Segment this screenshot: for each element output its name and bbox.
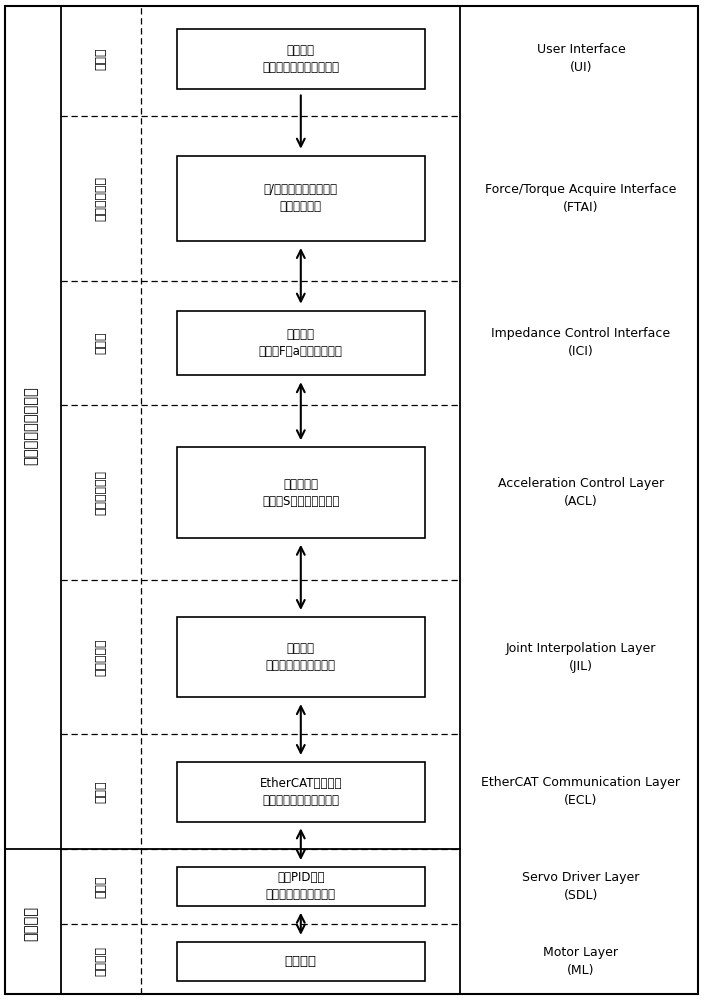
Text: 力/力矩信号采集和处理
（重力补偿）: 力/力矩信号采集和处理 （重力补偿） bbox=[264, 183, 338, 213]
Text: 开放式机器人控制器: 开放式机器人控制器 bbox=[23, 386, 39, 465]
Text: 伺服系统: 伺服系统 bbox=[23, 906, 39, 941]
Text: 伺服电机: 伺服电机 bbox=[95, 946, 108, 976]
Text: 加速度控制层: 加速度控制层 bbox=[95, 470, 108, 515]
Text: 阻抗层: 阻抗层 bbox=[95, 332, 108, 354]
Text: 伺服层: 伺服层 bbox=[95, 875, 108, 898]
Text: 伺服电机: 伺服电机 bbox=[285, 955, 316, 968]
Text: Servo Driver Layer
(SDL): Servo Driver Layer (SDL) bbox=[523, 871, 639, 902]
Text: EtherCAT总线通讯
（关节角度转为脉冲量）: EtherCAT总线通讯 （关节角度转为脉冲量） bbox=[260, 777, 342, 807]
Text: 通讯层: 通讯层 bbox=[95, 780, 108, 803]
Bar bbox=[176, 156, 425, 241]
Bar bbox=[176, 617, 425, 697]
Text: 加速度控制
（变形S型加速度曲线）: 加速度控制 （变形S型加速度曲线） bbox=[262, 478, 339, 508]
Text: Acceleration Control Layer
(ACL): Acceleration Control Layer (ACL) bbox=[498, 477, 664, 508]
Text: 用户接口
（机器人柔性参数设置）: 用户接口 （机器人柔性参数设置） bbox=[262, 44, 339, 74]
Text: 力信号采集层: 力信号采集层 bbox=[95, 176, 108, 221]
Text: 关节插补层: 关节插补层 bbox=[95, 638, 108, 676]
Text: Impedance Control Interface
(ICI): Impedance Control Interface (ICI) bbox=[491, 327, 670, 358]
Bar bbox=[176, 29, 425, 89]
Text: User Interface
(UI): User Interface (UI) bbox=[537, 43, 625, 74]
Text: 用户层: 用户层 bbox=[95, 47, 108, 70]
Text: 关节插补
（等时插补同步控制）: 关节插补 （等时插补同步控制） bbox=[266, 642, 336, 672]
Bar bbox=[176, 311, 425, 375]
Text: EtherCAT Communication Layer
(ECL): EtherCAT Communication Layer (ECL) bbox=[481, 776, 680, 807]
Text: 伺服PID闭环
（位置、速度和电流）: 伺服PID闭环 （位置、速度和电流） bbox=[266, 871, 336, 901]
Text: Joint Interpolation Layer
(JIL): Joint Interpolation Layer (JIL) bbox=[506, 642, 656, 673]
Text: 阻抗模型
（建立F与a的变换关系）: 阻抗模型 （建立F与a的变换关系） bbox=[259, 328, 343, 358]
Text: Force/Torque Acquire Interface
(FTAI): Force/Torque Acquire Interface (FTAI) bbox=[485, 183, 677, 214]
Bar bbox=[176, 447, 425, 538]
Text: Motor Layer
(ML): Motor Layer (ML) bbox=[544, 946, 619, 977]
Bar bbox=[176, 942, 425, 981]
Bar bbox=[176, 867, 425, 906]
Bar bbox=[176, 762, 425, 822]
